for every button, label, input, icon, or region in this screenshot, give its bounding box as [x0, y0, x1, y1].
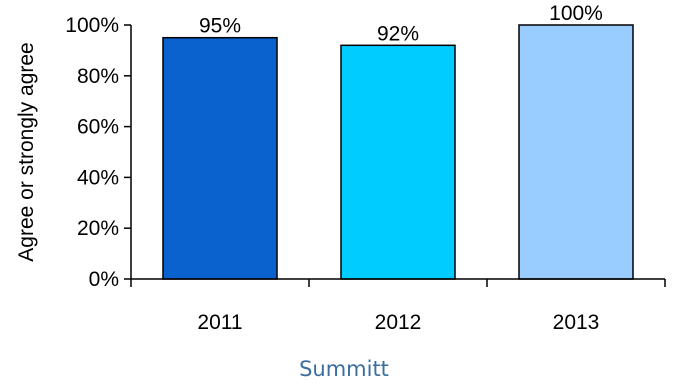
y-tick-label: 40%	[77, 166, 119, 189]
data-label-2012: 92%	[377, 22, 419, 45]
y-tick-label: 0%	[89, 268, 119, 291]
x-axis-ticks: 2011 2012 2013	[130, 279, 666, 334]
bar-2013	[518, 24, 634, 280]
x-tick-label-2013: 2013	[553, 311, 600, 334]
bar-2011	[162, 36, 278, 280]
x-tick-label-2012: 2012	[375, 311, 422, 334]
y-tick-label: 60%	[77, 116, 119, 139]
bars	[162, 24, 634, 280]
y-axis-ticks: 0% 20% 40% 60% 80% 100%	[65, 14, 131, 291]
y-tick-label: 20%	[77, 217, 119, 240]
y-axis-title: Agree or strongly agree	[15, 42, 38, 261]
data-label-2013: 100%	[549, 2, 603, 25]
x-axis-title: Summitt	[299, 357, 389, 381]
bar-2012	[340, 44, 456, 280]
x-tick-label-2011: 2011	[197, 311, 242, 334]
data-label-2011: 95%	[199, 15, 241, 38]
data-labels: 95% 92% 100%	[199, 2, 603, 45]
y-tick-label: 80%	[77, 65, 119, 88]
y-tick-label: 100%	[65, 14, 119, 37]
